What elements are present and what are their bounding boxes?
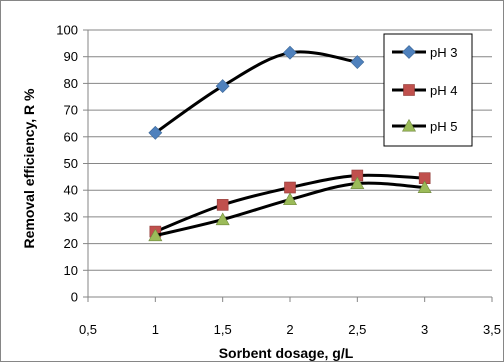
legend: pH 3 pH 4 pH 5 (383, 33, 473, 147)
legend-label: pH 3 (430, 45, 457, 60)
data-point (148, 228, 163, 242)
y-tick-label: 20 (64, 236, 78, 251)
legend-item: pH 4 (392, 83, 457, 98)
legend-label: pH 4 (430, 83, 457, 98)
x-tick-label: 3 (421, 322, 428, 337)
y-tick-label: 80 (64, 76, 78, 91)
series-ph-3 (148, 45, 365, 140)
y-tick-label: 90 (64, 49, 78, 64)
y-tick-label: 40 (64, 183, 78, 198)
x-tick-label: 2 (286, 322, 293, 337)
data-point (215, 212, 230, 226)
x-tick-label: 2,5 (348, 322, 366, 337)
legend-marker (401, 118, 417, 132)
tick-labels: 0 10 20 30 40 50 60 70 80 90 100 0,5 1 1,5 2 2,5 3 3,5 (56, 23, 501, 338)
x-tick-label: 0,5 (79, 322, 97, 337)
axes (83, 29, 493, 302)
y-axis-title: Removal efficiency, R % (21, 88, 37, 249)
y-tick-label: 10 (64, 263, 78, 278)
legend-item: pH 5 (392, 118, 457, 134)
legend-label: pH 5 (430, 119, 457, 134)
series-layer (148, 45, 432, 242)
data-point (215, 79, 230, 93)
x-tick-label: 1,5 (214, 322, 232, 337)
y-tick-label: 60 (64, 129, 78, 144)
y-tick-label: 100 (56, 23, 78, 38)
legend-marker (403, 84, 415, 96)
data-point (216, 199, 229, 211)
data-point (282, 192, 298, 206)
y-tick-label: 50 (64, 156, 78, 171)
data-point (148, 125, 163, 140)
legend-item: pH 3 (392, 45, 457, 60)
y-tick-label: 0 (71, 290, 78, 305)
x-tick-label: 3,5 (483, 322, 501, 337)
data-point (283, 45, 297, 60)
data-point (417, 180, 432, 194)
data-point (350, 176, 365, 190)
series-ph-5 (148, 176, 432, 242)
y-tick-label: 70 (64, 103, 78, 118)
data-point (350, 55, 365, 69)
legend-marker (402, 45, 416, 59)
series-line (153, 50, 359, 135)
x-axis-title: Sorbent dosage, g/L (219, 345, 354, 361)
y-tick-label: 30 (64, 209, 78, 224)
data-point (284, 181, 296, 194)
x-tick-label: 1 (152, 322, 159, 337)
